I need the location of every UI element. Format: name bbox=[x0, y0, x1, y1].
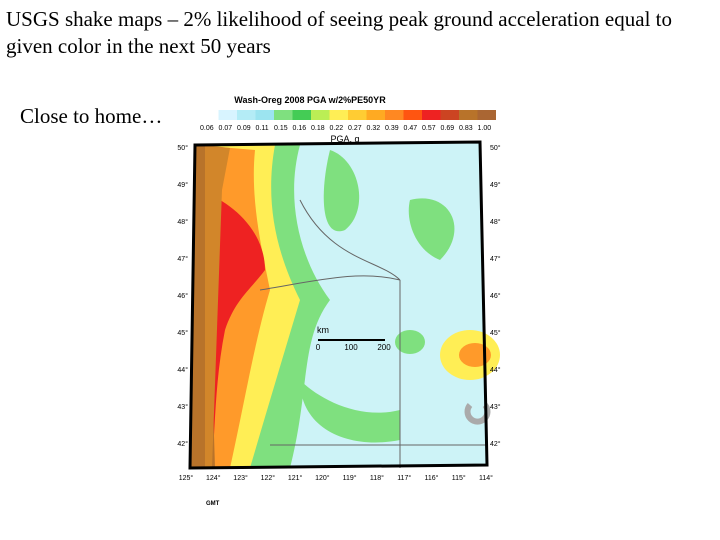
lon-label: 122° bbox=[261, 474, 276, 482]
scale-swatch bbox=[274, 110, 293, 120]
bullet: Close to home… bbox=[20, 104, 163, 128]
scale-label: 0.15 bbox=[274, 125, 288, 132]
scale-label: 0.39 bbox=[385, 125, 399, 132]
scale-swatch bbox=[440, 110, 459, 120]
lat-label: 46° bbox=[490, 292, 501, 300]
lat-label: 47° bbox=[177, 255, 188, 263]
scale-swatch bbox=[311, 110, 330, 120]
scale-swatch bbox=[459, 110, 478, 120]
scale-label: 1.00 bbox=[478, 125, 492, 132]
lat-label: 44° bbox=[177, 366, 188, 374]
lat-label: 49° bbox=[177, 181, 188, 189]
scale-swatch bbox=[292, 110, 311, 120]
lon-label: 118° bbox=[370, 474, 384, 482]
map-area bbox=[188, 140, 500, 470]
scale-swatch bbox=[329, 110, 348, 120]
footer: GMT bbox=[206, 501, 220, 507]
lat-label: 48° bbox=[490, 218, 501, 226]
scale-swatch bbox=[366, 110, 385, 120]
scale-swatch bbox=[422, 110, 441, 120]
lat-label: 44° bbox=[490, 366, 501, 374]
scale-label: 0.83 bbox=[459, 125, 473, 132]
scale-label: 0.47 bbox=[404, 125, 418, 132]
lat-label: 46° bbox=[177, 292, 188, 300]
scale-label: 0.11 bbox=[256, 125, 269, 132]
scale-label: 0.06 bbox=[200, 125, 214, 132]
lat-label: 50° bbox=[490, 144, 501, 152]
scale-label: 0.57 bbox=[422, 125, 436, 132]
lon-label: 119° bbox=[343, 474, 357, 482]
lon-label: 114° bbox=[479, 474, 493, 482]
km-tick: 200 bbox=[377, 343, 391, 352]
scale-swatch bbox=[348, 110, 367, 120]
scale-label: 0.09 bbox=[237, 125, 251, 132]
scale-title: PGA, g bbox=[330, 134, 359, 144]
scale-swatch bbox=[218, 110, 237, 120]
scale-swatch bbox=[237, 110, 256, 120]
lon-label: 117° bbox=[397, 474, 411, 482]
lon-label: 121° bbox=[288, 474, 303, 482]
lon-label: 125° bbox=[179, 474, 194, 482]
lat-label: 43° bbox=[177, 403, 188, 411]
lat-label: 45° bbox=[177, 329, 188, 337]
km-tick: 0 bbox=[316, 343, 321, 352]
km-label: km bbox=[317, 325, 329, 335]
scale-label: 0.16 bbox=[293, 125, 307, 132]
scale-swatch bbox=[200, 110, 219, 120]
lat-label: 48° bbox=[177, 218, 188, 226]
scale-label: 0.27 bbox=[348, 125, 362, 132]
lat-label: 43° bbox=[490, 403, 501, 411]
km-tick: 100 bbox=[344, 343, 358, 352]
scale-label: 0.22 bbox=[330, 125, 344, 132]
slide-title: USGS shake maps – 2% likelihood of seein… bbox=[6, 7, 672, 58]
scale-swatch bbox=[403, 110, 422, 120]
scale-label: 0.07 bbox=[219, 125, 233, 132]
scale-label: 0.18 bbox=[311, 125, 325, 132]
lon-label: 124° bbox=[206, 474, 221, 482]
scale-label: 0.32 bbox=[367, 125, 381, 132]
scale-label: 0.69 bbox=[441, 125, 455, 132]
scale-swatch bbox=[385, 110, 404, 120]
lat-label: 42° bbox=[490, 440, 501, 448]
lon-label: 120° bbox=[315, 474, 330, 482]
map-title: Wash-Oreg 2008 PGA w/2%PE50YR bbox=[234, 95, 386, 105]
lat-label: 45° bbox=[490, 329, 501, 337]
lon-label: 123° bbox=[233, 474, 248, 482]
scale-swatch bbox=[255, 110, 274, 120]
scale-swatch bbox=[477, 110, 496, 120]
lon-label: 116° bbox=[424, 474, 438, 482]
lat-label: 50° bbox=[177, 144, 188, 152]
lat-label: 42° bbox=[177, 440, 188, 448]
lon-label: 115° bbox=[452, 474, 466, 482]
lat-label: 47° bbox=[490, 255, 501, 263]
lat-label: 49° bbox=[490, 181, 501, 189]
